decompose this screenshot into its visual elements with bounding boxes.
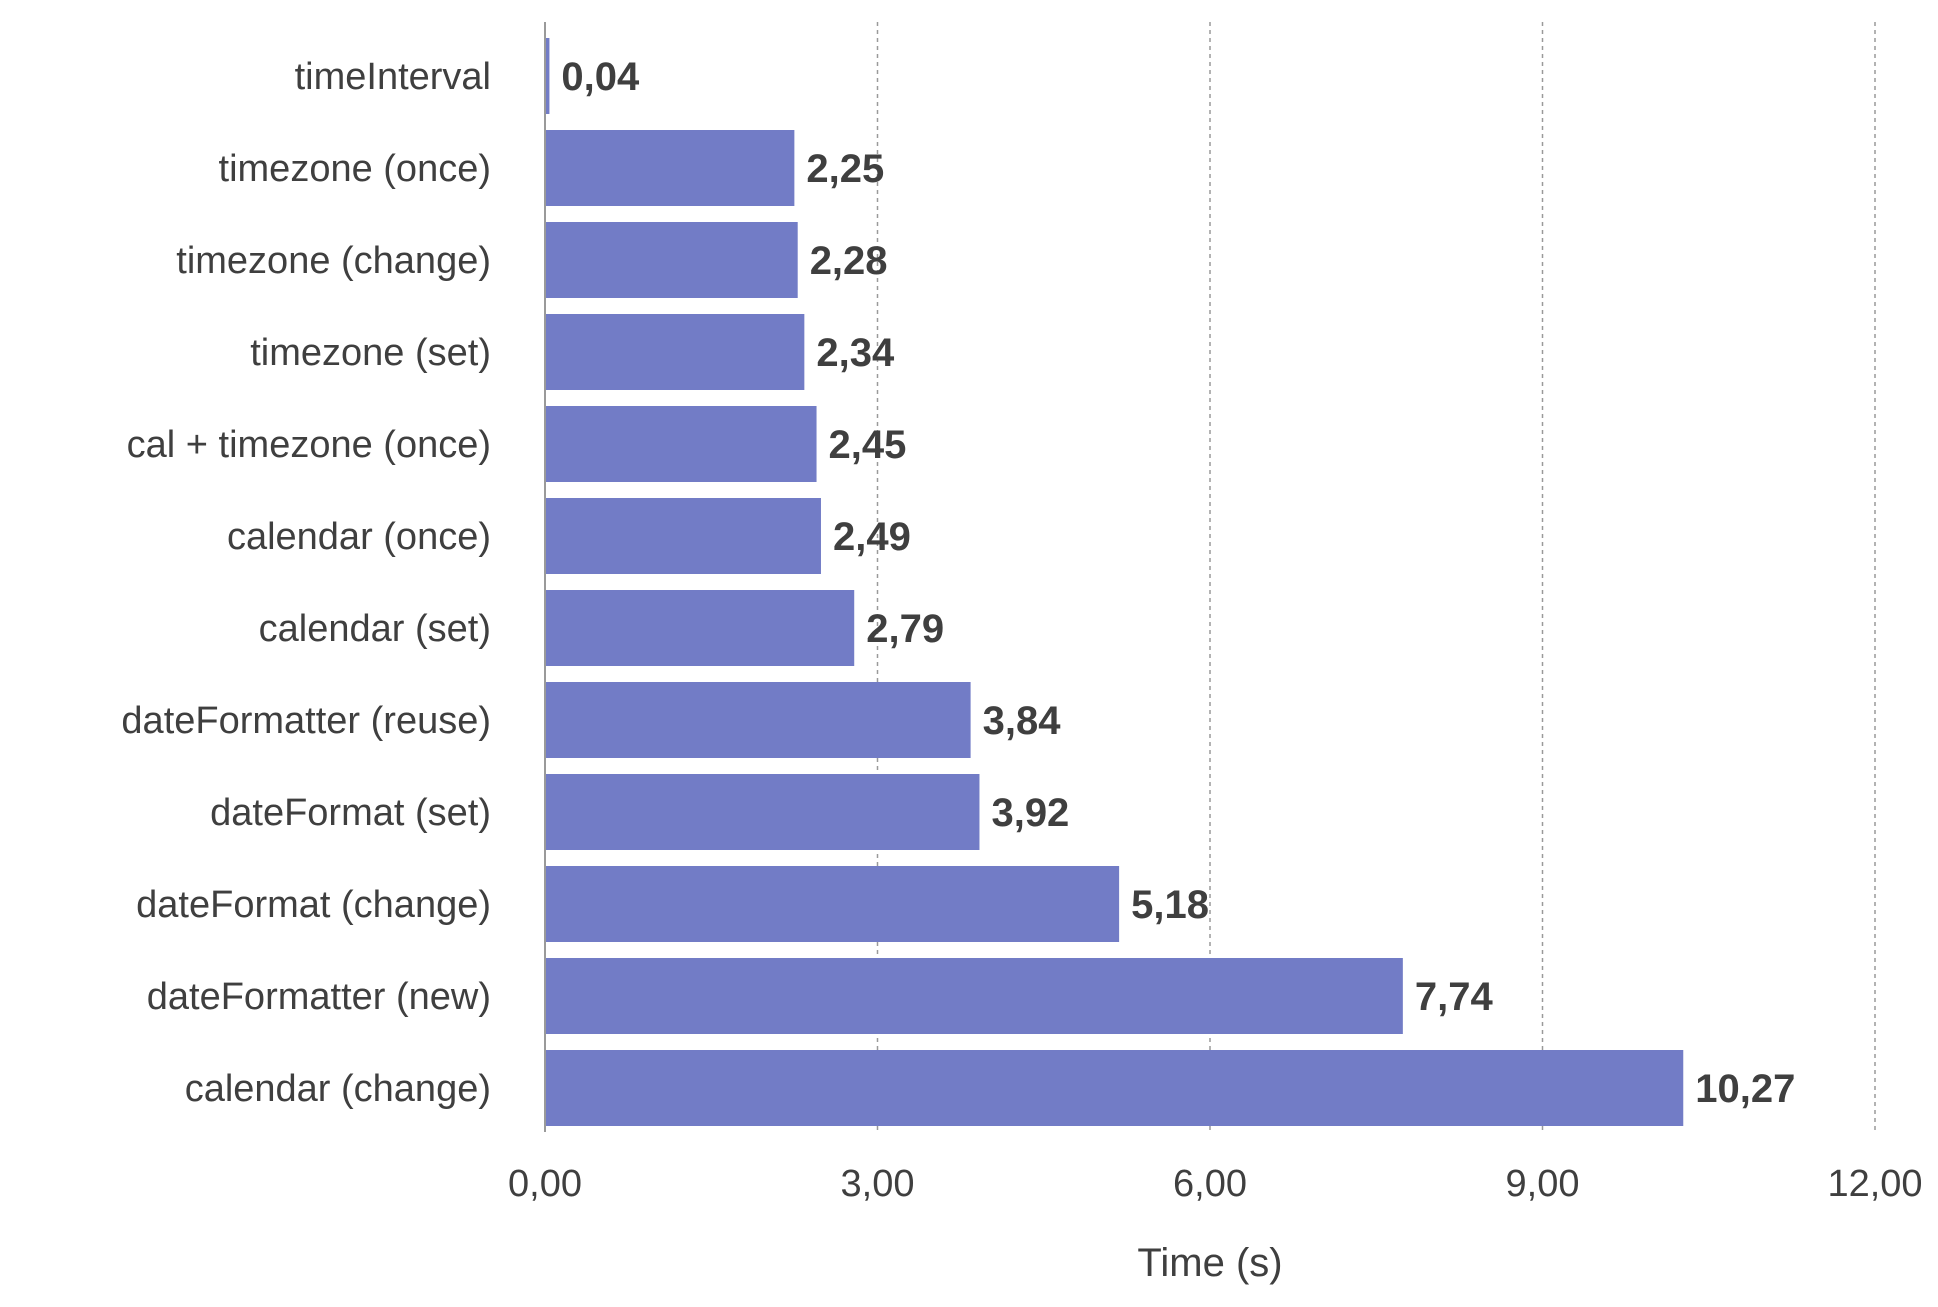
bar xyxy=(545,406,817,482)
x-tick-label: 3,00 xyxy=(841,1163,915,1205)
category-label: calendar (once) xyxy=(227,516,491,558)
category-label: dateFormatter (reuse) xyxy=(121,700,491,742)
category-label: dateFormat (set) xyxy=(210,792,491,834)
bars xyxy=(545,38,1684,1126)
bar xyxy=(545,498,821,574)
x-tick-label: 12,00 xyxy=(1827,1163,1922,1205)
category-label: calendar (change) xyxy=(185,1068,491,1110)
bar xyxy=(545,314,805,390)
category-label: timezone (set) xyxy=(250,332,491,374)
category-label: timeInterval xyxy=(295,56,491,98)
data-label: 2,28 xyxy=(810,239,888,283)
bar xyxy=(545,866,1120,942)
category-label: calendar (set) xyxy=(259,608,491,650)
data-label: 5,18 xyxy=(1131,883,1209,927)
data-label: 0,04 xyxy=(561,55,640,99)
x-axis-title: Time (s) xyxy=(1137,1241,1282,1285)
category-label: cal + timezone (once) xyxy=(127,424,491,466)
category-label: dateFormat (change) xyxy=(136,884,491,926)
data-label: 3,84 xyxy=(983,699,1062,743)
data-label: 3,92 xyxy=(991,791,1069,835)
data-label: 2,79 xyxy=(866,607,944,651)
x-tick-label: 6,00 xyxy=(1173,1163,1247,1205)
bar xyxy=(545,682,971,758)
bar xyxy=(545,958,1403,1034)
category-label: timezone (change) xyxy=(176,240,491,282)
gridlines xyxy=(876,22,1876,1132)
x-tick-label: 0,00 xyxy=(508,1163,582,1205)
data-label: 2,49 xyxy=(833,515,911,559)
category-label: dateFormatter (new) xyxy=(147,976,491,1018)
bar xyxy=(545,590,855,666)
bar xyxy=(545,38,550,114)
bar xyxy=(545,222,798,298)
data-label: 2,45 xyxy=(829,423,907,467)
data-label: 2,34 xyxy=(816,331,895,375)
labels: timeInterval 0,04 timezone (once) 2,25 timez… xyxy=(121,55,1922,1205)
bar xyxy=(545,774,980,850)
x-tick-label: 9,00 xyxy=(1506,1163,1580,1205)
category-label: timezone (once) xyxy=(219,148,491,190)
bar xyxy=(545,130,795,206)
data-label: 10,27 xyxy=(1695,1067,1795,1111)
data-label: 2,25 xyxy=(806,147,884,191)
bar xyxy=(545,1050,1684,1126)
data-label: 7,74 xyxy=(1415,975,1494,1019)
